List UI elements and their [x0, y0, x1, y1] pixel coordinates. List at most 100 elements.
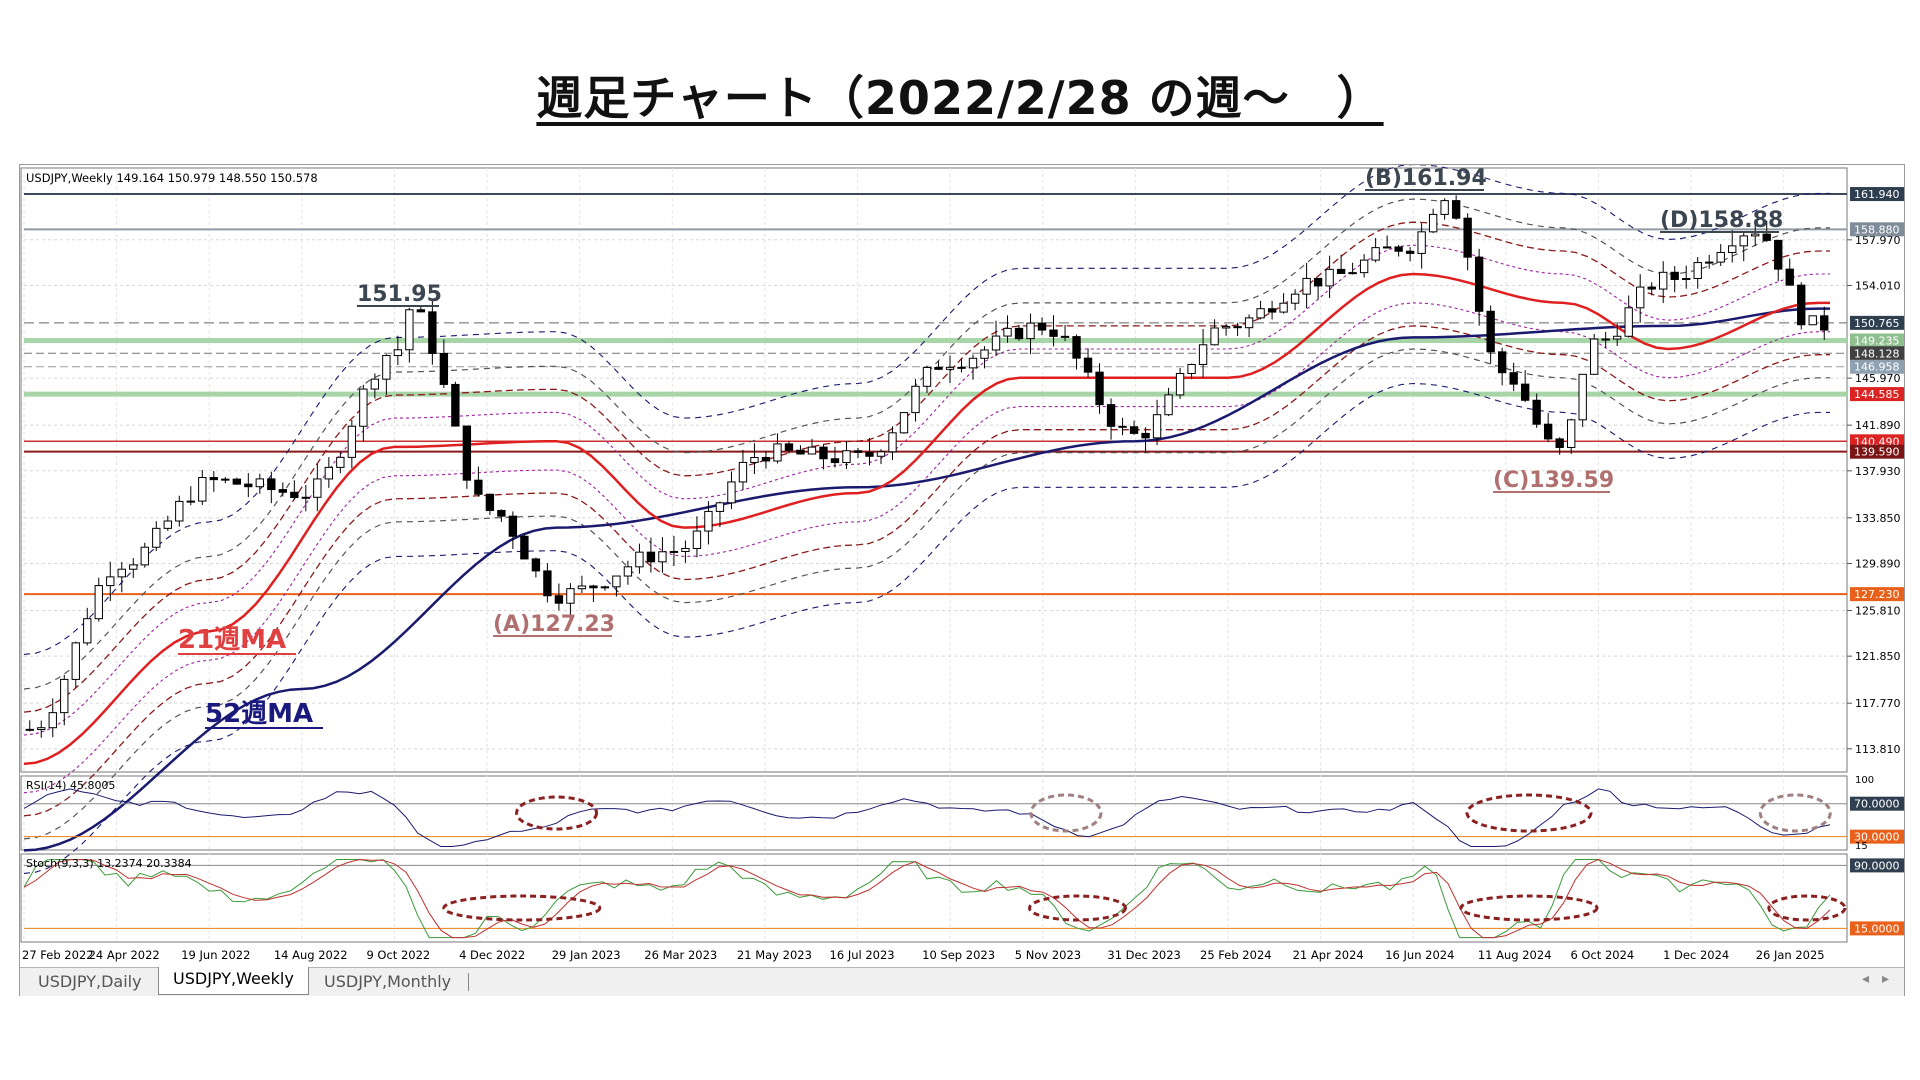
candle-body [393, 349, 403, 357]
candle-body [1543, 423, 1553, 440]
envelope-band-line [23, 302, 1830, 794]
tab-weekly[interactable]: USDJPY,Weekly [158, 967, 309, 995]
candle-body [117, 568, 126, 578]
candle-body [543, 570, 552, 597]
candle-body [1682, 278, 1691, 281]
candle-body [531, 558, 541, 572]
tab-daily[interactable]: USDJPY,Daily [38, 972, 142, 991]
date-label: 4 Dec 2022 [459, 948, 525, 962]
date-label: 11 Aug 2024 [1478, 948, 1552, 962]
candle-body [1014, 327, 1024, 340]
candle-body [1256, 308, 1265, 319]
candle-body [1808, 315, 1817, 326]
candle-body [1774, 239, 1783, 270]
candle-body [163, 520, 172, 529]
date-label: 16 Jul 2023 [830, 948, 895, 962]
price-level-box [1850, 346, 1904, 361]
candle-body [1210, 327, 1219, 346]
candle-body [129, 564, 138, 570]
price-level-label: 127.230 [1854, 588, 1900, 601]
price-level-label: 148.128 [1854, 347, 1900, 360]
candle-body [1670, 271, 1679, 280]
date-label: 5 Nov 2023 [1015, 948, 1081, 962]
candle-body [704, 510, 713, 532]
candle-body [1647, 286, 1656, 290]
rsi-line [23, 788, 1831, 847]
highlight-ellipse [1465, 793, 1593, 833]
candle-body [267, 478, 276, 491]
candle-body [1382, 246, 1392, 249]
candle-body [1486, 310, 1495, 353]
candle-body [658, 551, 667, 563]
chart-canvas[interactable]: 157.970 154.010 145.970 141.890 137.930 133.8… [20, 163, 1904, 968]
chart-window[interactable]: 157.970 154.010 145.970 141.890 137.930 133.8… [19, 163, 1905, 996]
candle-body [1509, 372, 1518, 385]
candle-body [1601, 338, 1610, 341]
candle-body [1417, 231, 1426, 254]
rsi-pane[interactable] [20, 775, 1848, 851]
price-level-label: 139.590 [1854, 446, 1900, 459]
date-label: 31 Dec 2023 [1107, 948, 1180, 962]
candle-body [922, 366, 932, 387]
candle-body [1659, 271, 1668, 290]
candle-body [566, 588, 575, 604]
price-tick-label: 137.930 [1855, 465, 1901, 478]
candle-body [1221, 326, 1231, 329]
candle-body [1728, 245, 1737, 253]
candle-body [1624, 307, 1633, 337]
candle-body [1797, 284, 1806, 326]
candle-body [1072, 336, 1081, 359]
candle-body [152, 527, 161, 548]
candle-body [1141, 432, 1150, 439]
candle-body [244, 483, 253, 488]
envelope-band-line [23, 348, 1830, 840]
stoch-signal-line [23, 858, 1831, 939]
candle-body [1566, 419, 1576, 448]
price-level-label: 150.765 [1854, 317, 1900, 330]
candle-body [1693, 262, 1702, 280]
tab-separator [468, 973, 469, 991]
candle-body [1348, 272, 1357, 275]
ma52-line [23, 307, 1830, 852]
candle-body [370, 378, 380, 390]
candle-body [911, 385, 920, 414]
candle-body [1451, 200, 1461, 219]
candle-body [1716, 251, 1725, 263]
candle-body [1095, 371, 1104, 406]
candle-body [301, 496, 311, 499]
candle-body [428, 311, 437, 354]
candle-body [485, 493, 495, 511]
candle-body [83, 618, 92, 644]
price-pane[interactable] [20, 167, 1848, 773]
price-tick-label: 133.850 [1855, 512, 1901, 525]
candle-body [623, 566, 633, 577]
scroll-right-icon[interactable]: ▸ [1882, 971, 1890, 987]
candle-body [1359, 259, 1369, 274]
candle-body [1026, 322, 1035, 340]
stoch-info: Stoch(9,3,3) 13.2374 20.3384 [26, 857, 192, 870]
date-label: 25 Feb 2024 [1200, 948, 1272, 962]
candle-body [60, 678, 69, 714]
date-label: 26 Jan 2025 [1756, 948, 1825, 962]
scroll-left-icon[interactable]: ◂ [1862, 971, 1870, 987]
candle-body [405, 309, 414, 351]
tab-monthly[interactable]: USDJPY,Monthly [324, 972, 452, 991]
candle-body [899, 412, 909, 434]
candle-body [94, 585, 103, 620]
candle-body [255, 478, 264, 488]
candle-body [1497, 351, 1507, 374]
price-tick-label: 157.970 [1855, 234, 1901, 247]
price-tick-label: 121.850 [1855, 650, 1901, 663]
candle-body [1037, 322, 1047, 331]
candle-body [1267, 308, 1277, 313]
candle-body [600, 586, 610, 589]
candle-body [1394, 246, 1403, 252]
candle-body [198, 477, 207, 502]
date-label: 6 Oct 2024 [1570, 948, 1634, 962]
stoch-pane[interactable] [20, 853, 1848, 943]
candle-body [1106, 404, 1116, 427]
candle-body [1532, 399, 1541, 425]
candle-body [876, 451, 886, 457]
price-tick-label: 125.810 [1855, 605, 1901, 618]
candle-body [796, 449, 805, 455]
